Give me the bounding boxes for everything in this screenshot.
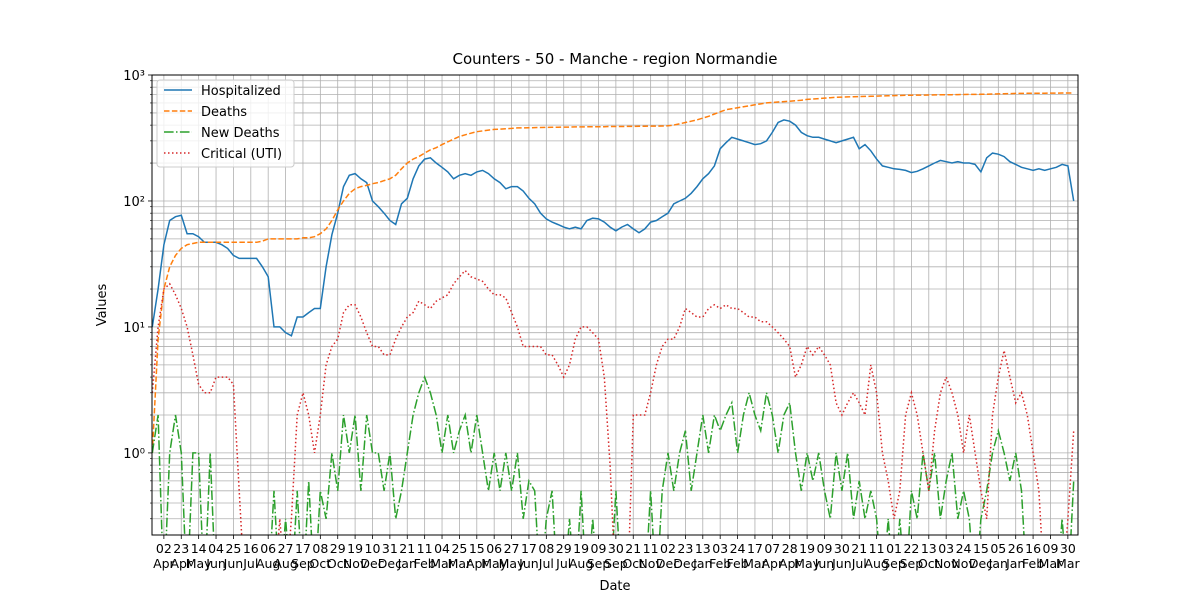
x-tick-label: 21 Jan bbox=[397, 541, 417, 571]
x-tick-label: 06 Aug bbox=[255, 541, 281, 571]
x-tick-label: 29 Jul bbox=[555, 541, 572, 571]
x-tick-label: 03 Feb bbox=[709, 541, 732, 571]
x-tick-label: 09 Jun bbox=[814, 541, 835, 571]
x-tick-label: 02 Apr bbox=[153, 541, 175, 571]
x-tick-label: 17 Sep bbox=[291, 541, 315, 571]
x-tick-label: 08 Jul bbox=[538, 541, 555, 571]
legend-label: Deaths bbox=[201, 105, 247, 120]
x-tick-label: 19 May bbox=[794, 541, 821, 571]
x-tick-label: 06 May bbox=[481, 541, 508, 571]
x-tick-label: 19 Aug bbox=[568, 541, 594, 571]
x-tick-label: 27 Aug bbox=[273, 541, 298, 571]
y-tick-label: 10¹ bbox=[123, 321, 145, 336]
x-tick-label: 26 Jan bbox=[1006, 541, 1026, 571]
y-axis-label: Values bbox=[95, 284, 110, 327]
x-tick-label: 01 Sep bbox=[882, 541, 906, 571]
y-tick-label: 10³ bbox=[123, 69, 145, 84]
x-tick-label: 17 Jun bbox=[519, 541, 539, 571]
x-tick-label: 10 Dec bbox=[360, 541, 385, 571]
x-tick-label: 23 Apr bbox=[170, 541, 193, 571]
x-tick-label: 17 Mar bbox=[743, 541, 767, 571]
x-tick-label: 29 Oct bbox=[326, 541, 349, 571]
legend-label: New Deaths bbox=[201, 126, 280, 141]
y-tick-label: 10⁰ bbox=[123, 447, 145, 462]
x-tick-label: 24 Feb bbox=[726, 541, 749, 571]
x-tick-label: 25 Mar bbox=[447, 541, 472, 571]
x-tick-label: 02 Dec bbox=[655, 541, 681, 571]
legend-label: Critical (UTI) bbox=[201, 147, 282, 162]
x-tick-label: 21 Oct bbox=[622, 541, 645, 571]
x-tick-label: 16 Jul bbox=[242, 541, 259, 571]
x-tick-label: 05 Jan bbox=[988, 541, 1008, 571]
x-axis-label: Date bbox=[599, 579, 630, 594]
x-tick-label: 31 Dec bbox=[377, 541, 402, 571]
x-tick-label: 27 May bbox=[498, 541, 525, 571]
series-line bbox=[152, 269, 1075, 535]
x-tick-label: 15 Dec bbox=[968, 541, 994, 571]
x-tick-label: 15 Apr bbox=[465, 541, 488, 571]
x-tick-label: 08 Oct bbox=[309, 541, 332, 571]
x-tick-label: 24 Nov bbox=[951, 541, 976, 571]
x-tick-label: 13 Oct bbox=[917, 541, 940, 571]
x-tick-label: 19 Nov bbox=[342, 541, 368, 571]
x-tick-label: 04 Mar bbox=[430, 541, 454, 571]
legend: Hospitalized Deaths New Deaths Critical (UT… bbox=[156, 79, 295, 168]
x-tick-label: 09 Mar bbox=[1038, 541, 1063, 571]
x-tick-label: 28 Apr bbox=[778, 541, 801, 571]
x-tick-label: 11 Aug bbox=[864, 541, 889, 571]
x-tick-label: 30 Mar bbox=[1056, 541, 1080, 571]
x-tick-label: 13 Jan bbox=[693, 541, 713, 571]
series-line bbox=[152, 119, 1075, 337]
plot-area bbox=[152, 92, 1075, 535]
x-tick-label: 16 Feb bbox=[1022, 541, 1045, 571]
series-line bbox=[152, 92, 1074, 453]
x-tick-label: 09 Sep bbox=[586, 541, 611, 571]
x-tick-label: 30 Sep bbox=[604, 541, 628, 571]
y-tick-label: 10² bbox=[123, 195, 145, 210]
x-tick-label: 23 Dec bbox=[673, 541, 698, 571]
axes-frame bbox=[151, 74, 1079, 536]
x-tick-label: 03 Nov bbox=[933, 541, 959, 571]
x-tick-label: 14 May bbox=[185, 541, 212, 571]
x-tick-label: 11 Feb bbox=[413, 541, 436, 571]
x-tick-label: 22 Sep bbox=[899, 541, 924, 571]
legend-label: Hospitalized bbox=[201, 84, 281, 99]
x-tick-label: 07 Apr bbox=[761, 541, 784, 571]
legend-box bbox=[156, 79, 295, 168]
x-tick-label: 30 Jun bbox=[832, 541, 852, 571]
x-tick-label: 04 Jun bbox=[206, 541, 226, 571]
chart-title: Counters - 50 - Manche - region Normandi… bbox=[452, 50, 777, 68]
x-tick-label: 21 Jul bbox=[851, 541, 868, 571]
x-tick-label: 11 Nov bbox=[638, 541, 663, 571]
grid bbox=[148, 74, 1078, 539]
x-tick-label: 25 Jun bbox=[223, 541, 244, 571]
